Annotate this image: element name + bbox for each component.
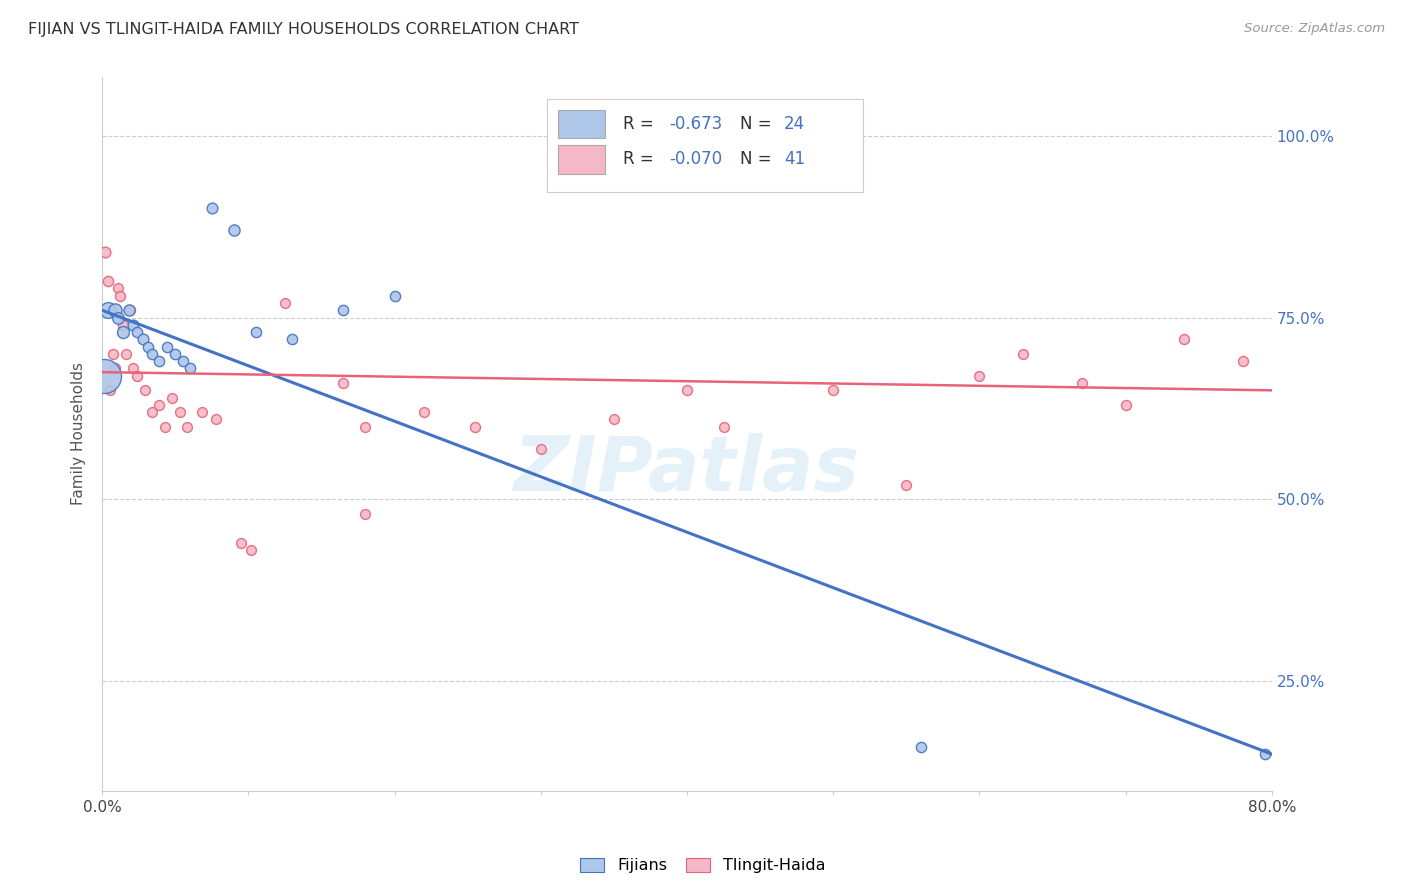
Text: 41: 41 [785,151,806,169]
Point [172,354,194,368]
Point [274,296,297,310]
Point [201,202,224,216]
Point [134,384,156,398]
Point [1070,376,1092,390]
Point [136,340,159,354]
Text: FIJIAN VS TLINGIT-HAIDA FAMILY HOUSEHOLDS CORRELATION CHART: FIJIAN VS TLINGIT-HAIDA FAMILY HOUSEHOLD… [28,22,579,37]
Point [332,376,354,390]
Point [969,368,991,383]
Point [94,245,117,260]
FancyBboxPatch shape [547,99,862,192]
Point [354,419,377,434]
Point [281,332,304,346]
Point [1253,747,1275,761]
Point [122,361,145,376]
Point [1232,354,1254,368]
Point [97,274,120,288]
Point [245,325,267,339]
Text: N =: N = [740,151,776,169]
Point [97,303,120,318]
Text: -0.070: -0.070 [669,151,723,169]
Point [823,384,845,398]
Point [141,405,163,419]
Point [713,419,735,434]
Legend: Fijians, Tlingit-Haida: Fijians, Tlingit-Haida [574,851,832,880]
Point [148,398,170,412]
Point [222,223,245,237]
Point [98,384,121,398]
Y-axis label: Family Households: Family Households [72,362,86,506]
Text: 24: 24 [785,115,806,133]
Point [153,419,176,434]
Point [111,325,134,339]
Point [354,507,377,521]
Point [910,739,932,754]
Point [332,303,354,318]
Point [132,332,155,346]
Point [1012,347,1035,361]
Point [176,419,198,434]
Point [190,405,212,419]
Text: Source: ZipAtlas.com: Source: ZipAtlas.com [1244,22,1385,36]
Point [127,325,149,339]
Point [114,347,136,361]
Point [118,303,141,318]
Point [896,478,918,492]
Point [122,318,145,332]
Point [229,536,252,550]
Point [169,405,191,419]
Point [107,310,129,325]
Point [107,281,129,295]
FancyBboxPatch shape [558,110,605,138]
Point [676,384,699,398]
Point [240,543,263,558]
Point [464,419,486,434]
Text: ZIPatlas: ZIPatlas [515,433,860,507]
Point [110,289,132,303]
Point [412,405,434,419]
Point [93,368,115,383]
Point [101,347,124,361]
Point [179,361,201,376]
FancyBboxPatch shape [558,145,605,174]
Point [104,361,127,376]
Point [1115,398,1137,412]
Text: R =: R = [623,115,659,133]
Point [117,303,139,318]
Point [603,412,626,426]
Point [1173,332,1195,346]
Point [148,354,170,368]
Text: -0.673: -0.673 [669,115,723,133]
Point [104,303,127,318]
Text: R =: R = [623,151,659,169]
Point [155,340,177,354]
Point [111,318,134,332]
Point [165,347,187,361]
Point [141,347,163,361]
Point [162,391,184,405]
Point [384,289,406,303]
Text: N =: N = [740,115,776,133]
Point [530,442,553,456]
Point [127,368,149,383]
Point [205,412,228,426]
